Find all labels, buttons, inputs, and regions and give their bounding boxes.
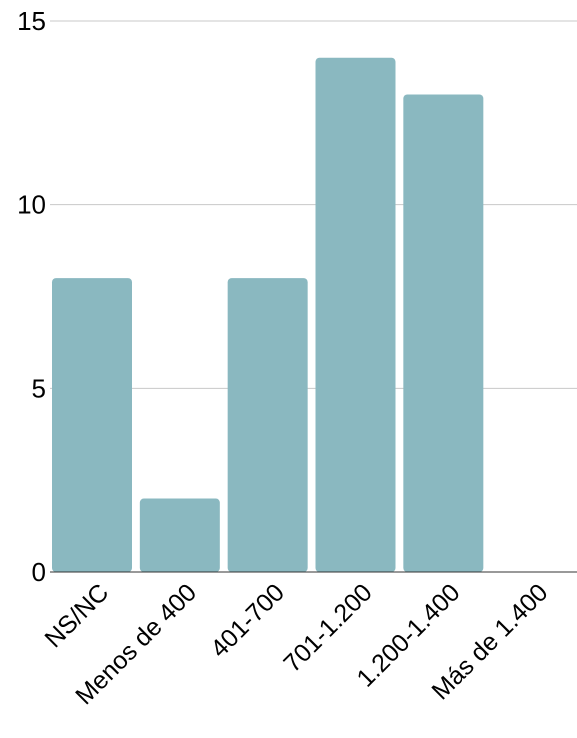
bar-2 (227, 278, 308, 572)
y-tick-label: 15 (17, 6, 46, 36)
y-tick-label: 0 (32, 557, 46, 587)
y-tick-label: 10 (17, 190, 46, 220)
x-category-label: 401-700 (205, 578, 290, 663)
bar-0 (52, 278, 132, 572)
bar-4 (403, 94, 484, 572)
bar-3 (315, 57, 396, 572)
y-tick-label: 5 (32, 373, 46, 403)
y-axis-tick-labels: 0 5 10 15 (17, 6, 46, 587)
bars (52, 57, 484, 572)
x-category-label: NS/NC (39, 578, 114, 653)
grid-lines (50, 20, 577, 389)
bar-1 (139, 498, 220, 572)
